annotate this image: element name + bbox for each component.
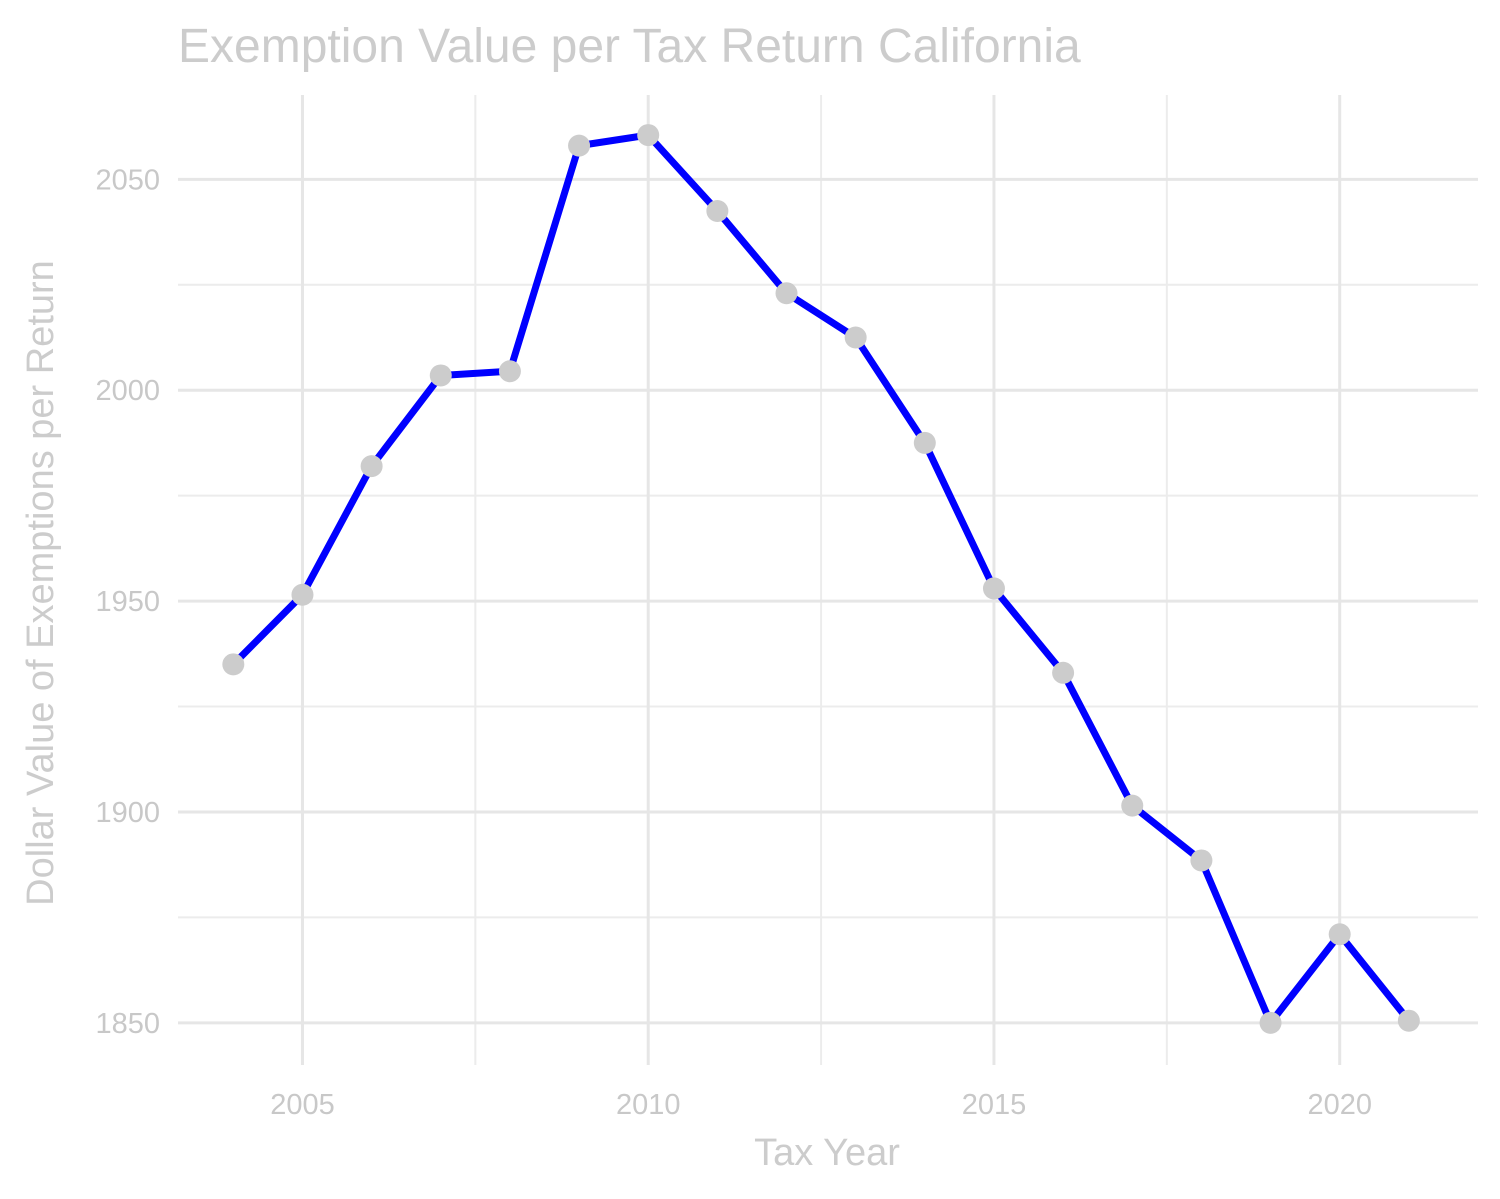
y-axis-label: Dollar Value of Exemptions per Return — [20, 260, 62, 906]
y-tick-label: 1900 — [95, 797, 160, 829]
data-point — [222, 653, 245, 676]
data-point — [1190, 849, 1213, 872]
data-point — [775, 282, 798, 305]
x-tick-label: 2020 — [1307, 1089, 1372, 1121]
data-point — [1397, 1009, 1420, 1032]
y-tick-label: 1850 — [95, 1008, 160, 1040]
minor-gridlines — [178, 95, 1478, 1065]
data-point — [1121, 794, 1144, 817]
data-point — [498, 360, 521, 383]
data-point — [291, 583, 314, 606]
data-point — [706, 199, 729, 222]
data-point — [360, 455, 383, 478]
data-point — [982, 577, 1005, 600]
x-tick-label: 2005 — [270, 1089, 335, 1121]
data-point — [913, 431, 936, 454]
series-points — [222, 124, 1420, 1034]
x-axis-ticks: 2005 2010 2015 2020 — [270, 1089, 1372, 1121]
x-tick-label: 2015 — [962, 1089, 1027, 1121]
y-tick-label: 1950 — [95, 586, 160, 618]
data-point — [1259, 1011, 1282, 1034]
data-point — [568, 134, 591, 157]
y-axis-ticks: 1850 1900 1950 2000 2050 — [95, 164, 160, 1039]
data-point — [429, 364, 452, 387]
chart-title: Exemption Value per Tax Return Californi… — [178, 20, 1081, 73]
data-point — [1328, 923, 1351, 946]
x-axis-label: Tax Year — [754, 1132, 900, 1174]
data-point — [637, 124, 660, 147]
data-point — [844, 326, 867, 349]
x-tick-label: 2010 — [616, 1089, 681, 1121]
series-lines — [229, 131, 1413, 1027]
y-tick-label: 2050 — [95, 164, 160, 196]
data-point — [1052, 661, 1075, 684]
y-tick-label: 2000 — [95, 375, 160, 407]
major-gridlines — [178, 95, 1478, 1065]
series-line — [229, 131, 1413, 1027]
